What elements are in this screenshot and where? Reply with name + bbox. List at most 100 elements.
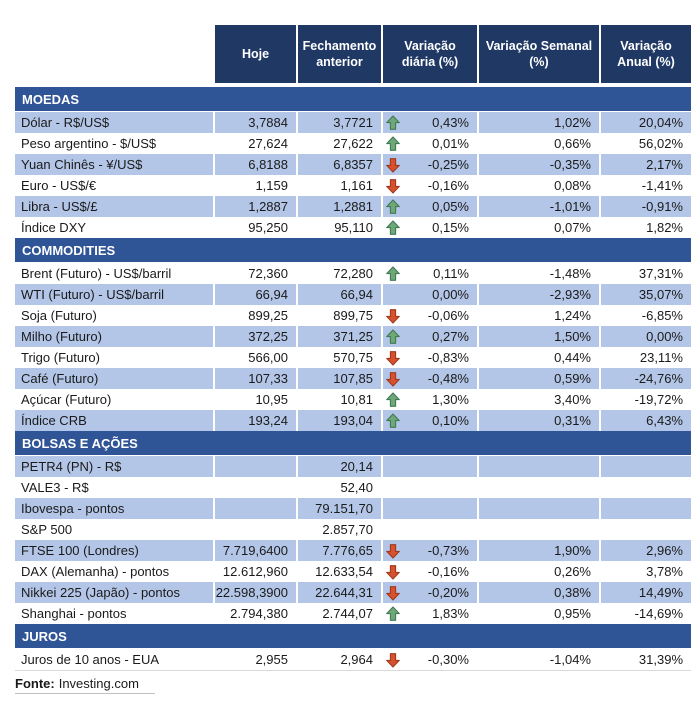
table-row: Café (Futuro) 107,33 107,85 -0,48% 0,59% -24,…	[15, 368, 691, 389]
asset-label: Brent (Futuro) - US$/barril	[21, 266, 172, 281]
variacao-semanal-cell: 0,31%	[477, 410, 599, 431]
asset-label: Café (Futuro)	[15, 368, 213, 389]
asset-label: WTI (Futuro) - US$/barril	[15, 284, 213, 305]
fechamento-anterior-cell: 570,75	[296, 347, 381, 368]
asset-label: Índice CRB	[15, 410, 213, 431]
hoje-cell: 7.719,6400	[213, 540, 296, 561]
fechamento-anterior-cell: 79.151,70	[296, 498, 381, 519]
hoje-cell: 899,25	[213, 305, 296, 326]
table-row: Euro - US$/€ 1,159 1,161 -0,16% 0,08% -1,41%	[15, 175, 691, 196]
up-arrow-icon	[384, 605, 401, 622]
asset-label: Shanghai - pontos	[21, 606, 127, 621]
section-header-moedas: MOEDAS	[15, 87, 691, 111]
variacao-semanal-cell: 0,95%	[477, 603, 599, 624]
asset-label: FTSE 100 (Londres)	[15, 540, 213, 561]
table-row: Dólar - R$/US$ 3,7884 3,7721 0,43% 1,02% 20,0…	[15, 112, 691, 133]
variacao-semanal-cell: 0,08%	[477, 175, 599, 196]
table-row: Libra - US$/£ 1,2887 1,2881 0,05% -1,01% -0,9…	[15, 196, 691, 217]
table-row: Juros de 10 anos - EUA 2,955 2,964 -0,30% -1…	[15, 649, 691, 670]
variacao-diaria-value: -0,20%	[427, 585, 469, 600]
variacao-anual-cell	[599, 456, 691, 477]
variacao-semanal-cell: -1,04%	[477, 649, 599, 670]
hoje-cell: 72,360	[213, 263, 296, 284]
variacao-diaria-cell: 1,83%	[381, 603, 477, 624]
up-arrow-icon	[384, 412, 401, 429]
variacao-semanal-cell	[477, 498, 599, 519]
variacao-anual-cell: 20,04%	[599, 112, 691, 133]
variacao-diaria-cell: -0,48%	[381, 368, 477, 389]
up-arrow-icon	[384, 114, 401, 131]
hoje-cell: 6,8188	[213, 154, 296, 175]
down-arrow-icon	[384, 564, 401, 580]
asset-label: Milho (Futuro)	[15, 326, 213, 347]
variacao-diaria-value: -0,06%	[427, 308, 469, 323]
fechamento-anterior-cell: 2.857,70	[296, 519, 381, 540]
variacao-diaria-cell: 0,10%	[381, 410, 477, 431]
asset-label: Euro - US$/€	[21, 178, 97, 193]
variacao-diaria-value: 1,30%	[432, 392, 469, 407]
variacao-semanal-cell	[477, 477, 599, 498]
variacao-anual-cell: 31,39%	[599, 649, 691, 670]
up-arrow-icon	[384, 135, 401, 152]
header-gap	[15, 83, 691, 87]
asset-label: Dólar - R$/US$	[15, 112, 213, 133]
hoje-cell: 1,2887	[213, 196, 296, 217]
hoje-cell: 566,00	[213, 347, 296, 368]
variacao-diaria-cell: 0,27%	[381, 326, 477, 347]
fechamento-anterior-cell: 72,280	[296, 263, 381, 284]
hoje-cell	[213, 519, 296, 540]
section-juros: JUROS Juros de 10 anos - EUA 2,955 2,964 -0…	[15, 624, 691, 671]
down-arrow-icon	[384, 543, 401, 559]
column-header-variacao-diaria: Variação diária (%)	[381, 25, 477, 83]
variacao-anual-cell: 37,31%	[599, 263, 691, 284]
variacao-diaria-value: 0,27%	[432, 329, 469, 344]
asset-label: Açúcar (Futuro)	[21, 392, 112, 407]
column-header-fechamento-anterior: Fechamento anterior	[296, 25, 381, 83]
variacao-anual-cell: -24,76%	[599, 368, 691, 389]
column-header-variacao-anual: Variação Anual (%)	[599, 25, 691, 83]
source-line: Fonte: Investing.com	[15, 674, 155, 694]
variacao-anual-cell: 56,02%	[599, 133, 691, 154]
section-moedas: MOEDAS Dólar - R$/US$ 3,7884 3,7721 0,43% 1,…	[15, 87, 691, 238]
fechamento-anterior-cell: 1,161	[296, 175, 381, 196]
table-row: VALE3 - R$ 52,40	[15, 477, 691, 498]
hoje-cell	[213, 498, 296, 519]
hoje-cell: 1,159	[213, 175, 296, 196]
asset-label: DAX (Alemanha) - pontos	[21, 564, 170, 579]
hoje-cell: 22.598,3900	[213, 582, 296, 603]
variacao-semanal-cell: 0,26%	[477, 561, 599, 582]
variacao-diaria-cell: -0,16%	[381, 175, 477, 196]
table-row: Milho (Futuro) 372,25 371,25 0,27% 1,50% 0,00…	[15, 326, 691, 347]
asset-label: Índice DXY	[21, 220, 87, 235]
fechamento-anterior-cell: 193,04	[296, 410, 381, 431]
asset-label: Trigo (Futuro)	[21, 350, 100, 365]
fechamento-anterior-cell: 3,7721	[296, 112, 381, 133]
fechamento-anterior-cell: 27,622	[296, 133, 381, 154]
hoje-cell: 27,624	[213, 133, 296, 154]
variacao-anual-cell	[599, 477, 691, 498]
up-arrow-icon	[384, 265, 401, 282]
hoje-cell: 107,33	[213, 368, 296, 389]
variacao-diaria-value: -0,30%	[427, 652, 469, 667]
up-arrow-icon	[384, 198, 401, 215]
header-spacer	[15, 25, 213, 83]
down-arrow-icon	[384, 652, 401, 668]
variacao-semanal-cell: 3,40%	[477, 389, 599, 410]
asset-label: Ibovespa - pontos	[15, 498, 213, 519]
variacao-semanal-cell: 1,90%	[477, 540, 599, 561]
variacao-anual-cell: -19,72%	[599, 389, 691, 410]
asset-label: Peso argentino - $/US$	[21, 136, 157, 151]
hoje-cell: 10,95	[213, 389, 296, 410]
table-row: Peso argentino - $/US$ 27,624 27,622 0,01% 0…	[15, 133, 691, 154]
variacao-diaria-value: -0,48%	[427, 371, 469, 386]
column-header-hoje: Hoje	[213, 25, 296, 83]
variacao-diaria-cell: 1,30%	[381, 389, 477, 410]
table-row: Shanghai - pontos 2.794,380 2.744,07 1,83% 0…	[15, 603, 691, 624]
variacao-anual-cell: -14,69%	[599, 603, 691, 624]
variacao-diaria-cell: 0,01%	[381, 133, 477, 154]
table-row: PETR4 (PN) - R$ 20,14	[15, 456, 691, 477]
variacao-diaria-value: 0,10%	[432, 413, 469, 428]
hoje-cell: 193,24	[213, 410, 296, 431]
variacao-semanal-cell: 0,07%	[477, 217, 599, 238]
variacao-anual-cell: 2,17%	[599, 154, 691, 175]
